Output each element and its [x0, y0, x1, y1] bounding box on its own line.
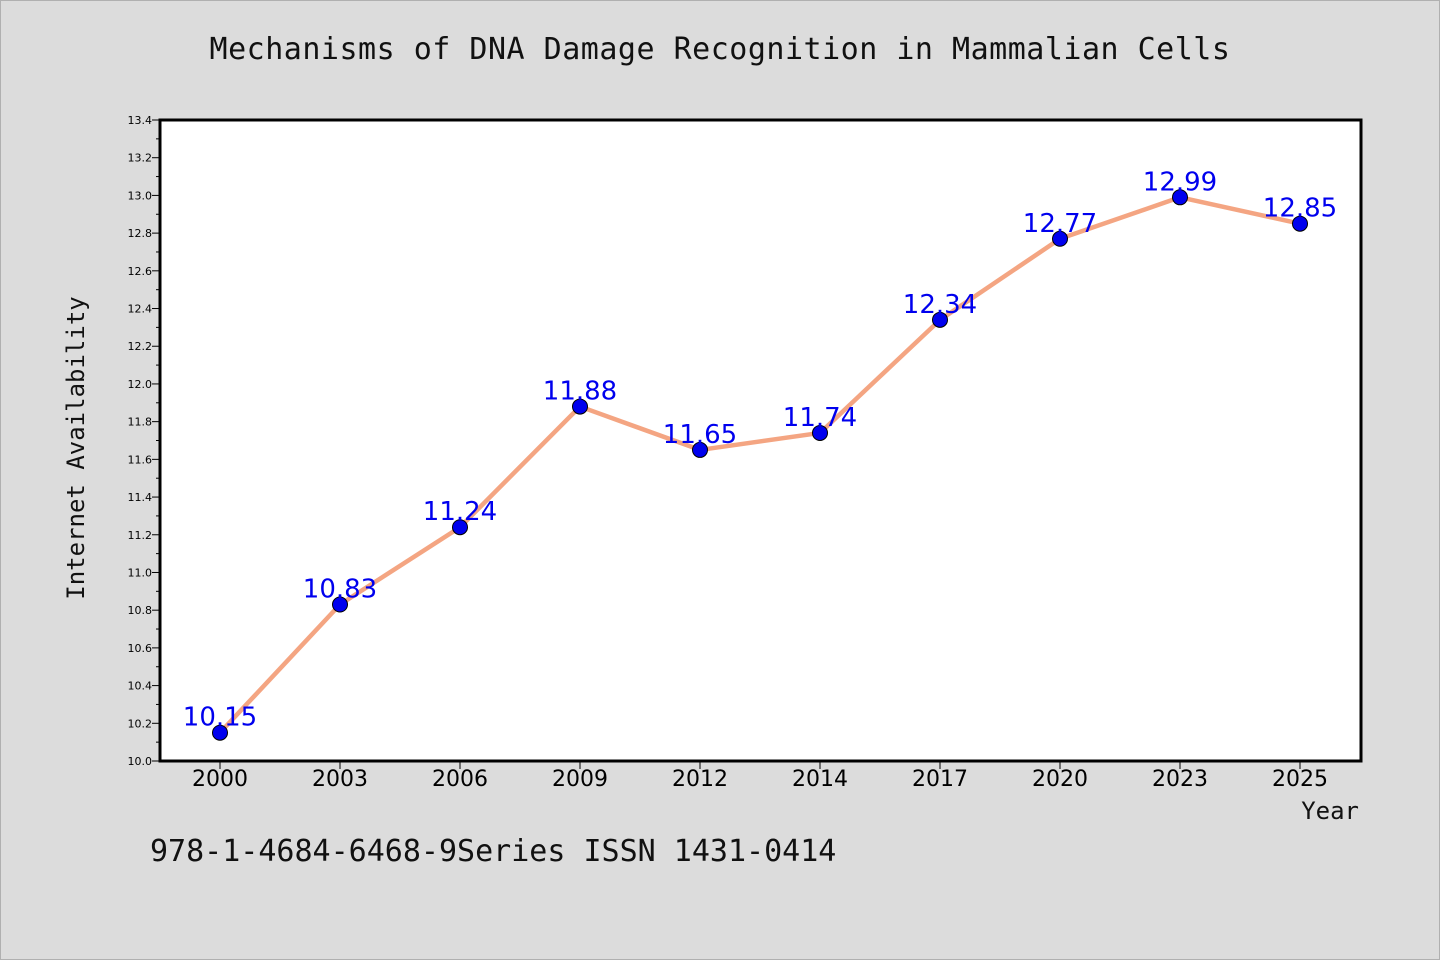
data-point-marker — [332, 596, 348, 613]
x-tick-label: 2000 — [192, 767, 248, 792]
y-tick-label: 11.0 — [128, 566, 153, 579]
x-tick-label: 2003 — [312, 767, 368, 792]
y-tick-label: 12.8 — [128, 227, 153, 240]
x-tick-label: 2020 — [1032, 767, 1088, 792]
data-point-marker — [452, 519, 468, 536]
x-axis-title: Year — [1301, 797, 1359, 825]
y-tick-label: 12.4 — [128, 303, 153, 316]
data-value-label: 11.65 — [663, 420, 737, 450]
y-tick-label: 13.2 — [128, 152, 153, 165]
data-value-label: 12.77 — [1023, 209, 1097, 239]
y-axis-title: Internet Availability — [62, 296, 90, 599]
plot-frame — [158, 118, 1363, 763]
data-value-label: 12.34 — [903, 290, 977, 320]
y-tick-label: 10.8 — [128, 604, 153, 617]
y-tick-label: 11.8 — [128, 416, 153, 429]
data-point-marker — [212, 724, 228, 741]
data-value-label: 12.85 — [1263, 194, 1337, 224]
data-point-marker — [1052, 230, 1068, 247]
y-tick-label: 11.4 — [128, 491, 153, 504]
footer-isbn-text: 978-1-4684-6468-9Series ISSN 1431-0414 — [150, 834, 837, 869]
data-point-marker — [932, 311, 948, 328]
data-value-label: 12.99 — [1143, 167, 1217, 197]
x-tick-label: 2023 — [1152, 767, 1208, 792]
data-value-label: 10.15 — [183, 703, 257, 733]
chart-title: Mechanisms of DNA Damage Recognition in … — [209, 32, 1231, 67]
x-tick-label: 2012 — [672, 767, 728, 792]
y-tick-label: 12.6 — [128, 265, 153, 278]
y-tick-label: 13.0 — [128, 189, 153, 202]
data-point-marker — [812, 424, 828, 441]
y-tick-label: 12.0 — [128, 378, 153, 391]
x-tick-label: 2014 — [792, 767, 848, 792]
data-value-label: 11.88 — [543, 377, 617, 407]
x-tick-label: 2025 — [1272, 767, 1328, 792]
y-tick-label: 10.4 — [128, 680, 153, 693]
x-tick-label: 2017 — [912, 767, 968, 792]
data-point-marker — [1172, 189, 1188, 206]
y-tick-label: 12.2 — [128, 340, 153, 353]
x-tick-label: 2009 — [552, 767, 608, 792]
y-tick-label: 11.6 — [128, 453, 153, 466]
data-value-label: 11.74 — [783, 403, 857, 433]
data-point-marker — [572, 398, 588, 415]
y-tick-label: 10.6 — [128, 642, 153, 655]
x-tick-label: 2006 — [432, 767, 488, 792]
y-tick-label: 10.2 — [128, 717, 153, 730]
data-value-label: 10.83 — [303, 575, 377, 605]
y-tick-label: 13.4 — [128, 114, 153, 127]
series-line — [217, 195, 1303, 735]
y-tick-label: 10.0 — [128, 755, 153, 768]
data-point-marker — [1292, 215, 1308, 232]
y-tick-label: 11.2 — [128, 529, 153, 542]
data-value-label: 11.24 — [423, 497, 497, 527]
data-point-marker — [692, 441, 708, 458]
